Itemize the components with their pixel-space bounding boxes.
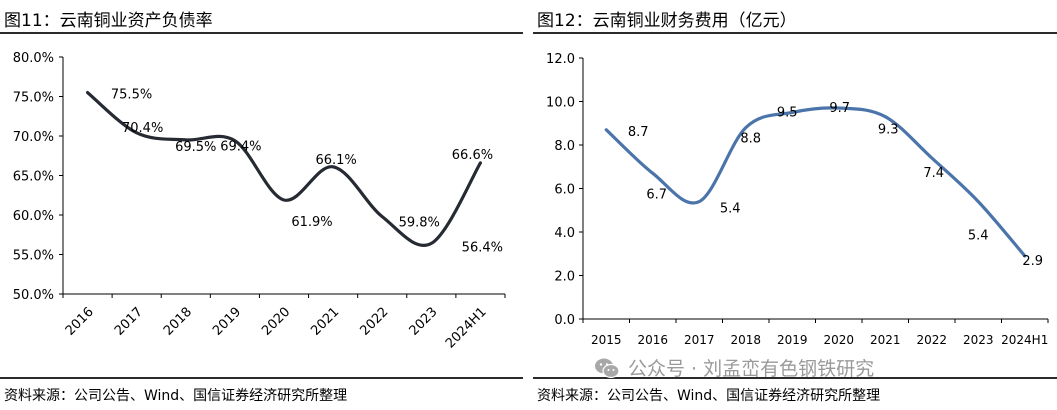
x-tick-label: 2021 bbox=[308, 305, 342, 339]
data-label: 66.6% bbox=[452, 148, 493, 163]
left-source-note: 资料来源：公司公告、Wind、国信证券经济研究所整理 bbox=[4, 388, 348, 404]
x-tick-label: 2015 bbox=[591, 333, 622, 347]
x-tick-label: 2022 bbox=[916, 333, 947, 347]
x-tick-label: 2016 bbox=[637, 333, 668, 347]
left-chart-title: 图11：云南铜业资产负债率 bbox=[4, 11, 213, 31]
right-chart-title: 图12：云南铜业财务费用（亿元） bbox=[537, 11, 797, 31]
data-label: 70.4% bbox=[122, 121, 163, 136]
y-tick-label: 4.0 bbox=[554, 226, 575, 241]
data-label: 75.5% bbox=[111, 88, 152, 103]
right-panel: 图12：云南铜业财务费用（亿元） 0.0 2.0 4.0 6.0 8.0 10.0 12.0… bbox=[533, 0, 1057, 410]
x-tick-label: 2021 bbox=[870, 333, 901, 347]
x-tick-label: 2018 bbox=[730, 333, 761, 347]
y-tick-label: 70.0% bbox=[13, 130, 54, 145]
data-label: 56.4% bbox=[462, 240, 503, 255]
data-label: 9.5 bbox=[777, 105, 798, 120]
financial-expense-chart: 0.0 2.0 4.0 6.0 8.0 10.0 12.0 2015 2016 2017 2018 2… bbox=[546, 52, 1049, 347]
y-tick-label: 0.0 bbox=[554, 313, 575, 328]
y-tick-label: 50.0% bbox=[13, 288, 54, 303]
y-tick-label: 2.0 bbox=[554, 270, 575, 285]
data-label: 8.8 bbox=[740, 132, 761, 147]
x-tick-label: 2017 bbox=[684, 333, 715, 347]
data-label: 69.5% bbox=[175, 140, 216, 155]
x-tick-label: 2023 bbox=[963, 333, 994, 347]
financial-expense-line bbox=[604, 106, 1027, 258]
data-label: 2.9 bbox=[1022, 254, 1043, 269]
data-label: 9.3 bbox=[878, 123, 899, 138]
y-tick-label: 12.0 bbox=[546, 52, 575, 67]
right-title-rule bbox=[533, 32, 1057, 34]
y-tick-label: 55.0% bbox=[13, 249, 54, 264]
y-tick-label: 65.0% bbox=[13, 170, 54, 185]
wechat-icon bbox=[595, 358, 620, 378]
x-tick-label: 2018 bbox=[161, 305, 195, 339]
data-label: 5.4 bbox=[720, 202, 741, 217]
watermark: 公众号 · 刘孟峦有色钢铁研究 bbox=[594, 354, 874, 381]
y-tick-label: 6.0 bbox=[554, 183, 575, 198]
data-label: 69.4% bbox=[220, 140, 261, 155]
right-source-rule bbox=[533, 377, 1057, 379]
y-tick-label: 10.0 bbox=[546, 96, 575, 111]
x-tick-label: 2020 bbox=[259, 305, 293, 339]
data-label: 6.7 bbox=[646, 187, 667, 202]
data-label: 59.8% bbox=[399, 216, 440, 231]
y-tick-label: 75.0% bbox=[13, 91, 54, 106]
left-title-rule bbox=[0, 32, 523, 34]
x-tick-label: 2023 bbox=[407, 305, 441, 339]
x-tick-label: 2024H1 bbox=[1001, 333, 1048, 347]
left-panel: 图11：云南铜业资产负债率 50.0% 55.0% 60.0% 65.0% 70.0% 7… bbox=[0, 0, 523, 410]
x-tick-label: 2020 bbox=[823, 333, 854, 347]
data-label: 66.1% bbox=[315, 153, 356, 168]
data-label: 5.4 bbox=[968, 229, 989, 244]
x-tick-label: 2016 bbox=[63, 305, 97, 339]
data-label: 9.7 bbox=[829, 101, 850, 116]
x-tick-label: 2024H1 bbox=[443, 305, 490, 352]
x-tick-label: 2019 bbox=[777, 333, 808, 347]
data-label: 61.9% bbox=[291, 215, 332, 230]
debt-ratio-chart: 50.0% 55.0% 60.0% 65.0% 70.0% 75.0% 80.0% 2016 2… bbox=[13, 51, 506, 352]
x-tick-label: 2017 bbox=[112, 305, 146, 339]
x-tick-label: 2022 bbox=[357, 305, 391, 339]
x-tick-label: 2019 bbox=[210, 305, 244, 339]
watermark-text: 公众号 · 刘孟峦有色钢铁研究 bbox=[628, 358, 875, 380]
y-tick-label: 80.0% bbox=[13, 51, 54, 66]
left-source-rule bbox=[0, 377, 523, 379]
data-label: 8.7 bbox=[628, 125, 649, 140]
y-tick-label: 60.0% bbox=[13, 209, 54, 224]
data-label: 7.4 bbox=[923, 166, 944, 181]
y-tick-label: 8.0 bbox=[554, 139, 575, 154]
right-source-note: 资料来源：公司公告、Wind、国信证券经济研究所整理 bbox=[537, 388, 881, 404]
